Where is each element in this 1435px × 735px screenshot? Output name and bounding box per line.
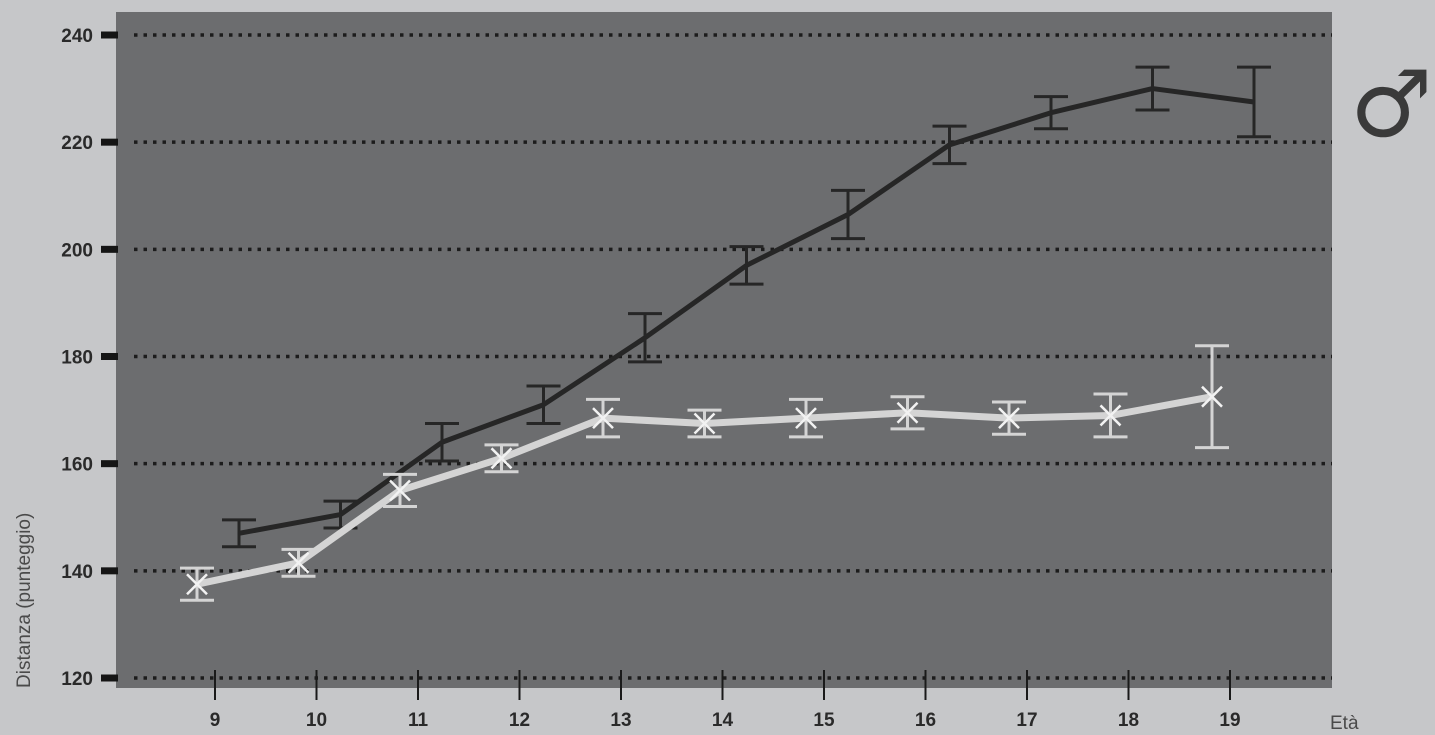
point-marker-light-18 bbox=[1099, 404, 1122, 427]
y-tick-mark-220 bbox=[101, 138, 118, 146]
y-tick-mark-160 bbox=[101, 460, 118, 468]
y-tick-label-200: 200 bbox=[61, 240, 93, 261]
y-tick-label-180: 180 bbox=[61, 348, 93, 369]
point-marker-dark-10 bbox=[339, 513, 342, 517]
x-axis: 9 10 11 12 13 14 15 16 17 18 19 bbox=[210, 670, 1241, 731]
point-marker-dark-13 bbox=[643, 336, 647, 340]
point-marker-dark-18 bbox=[1151, 87, 1154, 91]
series-dark bbox=[222, 65, 1271, 549]
y-tick-mark-240 bbox=[101, 31, 118, 39]
x-axis-label: Età bbox=[1330, 713, 1359, 734]
series-layer bbox=[180, 65, 1271, 602]
point-marker-dark-19 bbox=[1252, 100, 1256, 104]
x-tick-label-18: 18 bbox=[1118, 710, 1139, 731]
point-marker-light-11 bbox=[389, 479, 411, 502]
x-tick-label-13: 13 bbox=[610, 710, 631, 731]
point-marker-dark-11 bbox=[440, 440, 444, 444]
y-tick-label-140: 140 bbox=[61, 562, 93, 583]
point-marker-dark-15 bbox=[846, 213, 850, 217]
point-marker-light-14 bbox=[693, 412, 716, 435]
x-tick-label-17: 17 bbox=[1016, 710, 1037, 731]
x-tick-label-15: 15 bbox=[813, 710, 835, 731]
y-axis: 120 140 160 180 200 220 240 bbox=[61, 26, 118, 690]
y-tick-mark-180 bbox=[101, 353, 118, 360]
x-tick-label-16: 16 bbox=[915, 710, 936, 731]
point-marker-light-16 bbox=[896, 401, 919, 424]
x-tick-label-10: 10 bbox=[306, 710, 327, 731]
x-tick-label-9: 9 bbox=[210, 710, 221, 731]
point-marker-dark-12 bbox=[542, 403, 545, 407]
x-tick-label-14: 14 bbox=[712, 710, 734, 731]
y-tick-label-160: 160 bbox=[61, 455, 93, 476]
y-axis-label: Distanza (punteggio) bbox=[14, 513, 35, 688]
male-symbol: ♂ bbox=[1350, 51, 1432, 158]
point-marker-light-19 bbox=[1201, 385, 1223, 408]
point-marker-light-12 bbox=[490, 447, 513, 470]
y-tick-label-240: 240 bbox=[61, 26, 93, 47]
point-marker-light-17 bbox=[998, 407, 1020, 430]
point-marker-light-9 bbox=[186, 573, 208, 596]
x-tick-label-19: 19 bbox=[1219, 710, 1240, 731]
y-tick-mark-120 bbox=[101, 674, 118, 682]
point-marker-light-10 bbox=[287, 551, 310, 574]
y-tick-mark-200 bbox=[101, 245, 118, 253]
x-tick-label-11: 11 bbox=[408, 710, 429, 731]
grid-lines bbox=[134, 33, 1332, 680]
y-tick-mark-140 bbox=[101, 567, 118, 575]
y-tick-label-220: 220 bbox=[61, 133, 93, 154]
plot-area bbox=[116, 12, 1332, 688]
point-marker-dark-14 bbox=[745, 263, 748, 267]
point-marker-dark-9 bbox=[237, 531, 241, 535]
y-tick-label-120: 120 bbox=[61, 669, 93, 690]
series-light bbox=[180, 344, 1229, 602]
point-marker-dark-16 bbox=[948, 143, 951, 147]
point-marker-light-13 bbox=[592, 407, 614, 430]
point-marker-light-15 bbox=[795, 407, 817, 430]
point-marker-dark-17 bbox=[1049, 111, 1053, 115]
x-tick-label-12: 12 bbox=[509, 710, 530, 731]
